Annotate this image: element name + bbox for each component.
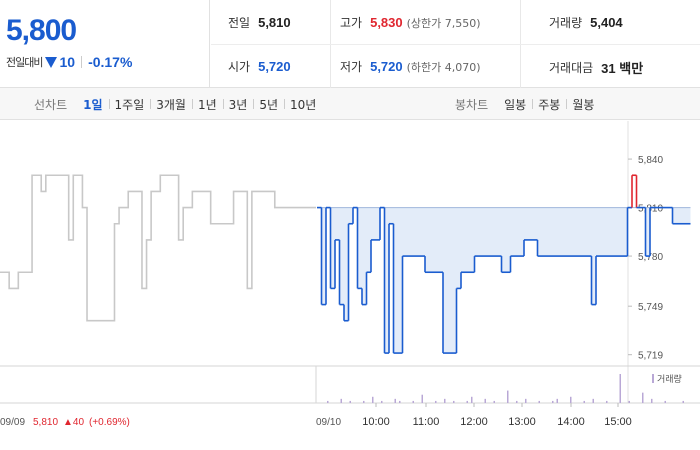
volume-bar — [538, 400, 540, 403]
volume-bar — [606, 400, 608, 403]
candle-chart-title: 봉차트 — [455, 97, 489, 112]
prev-change-pct-label: (+0.69%) — [89, 417, 130, 428]
volume-bar — [399, 400, 401, 403]
chart-tab-bar: 선차트 1일 1주일 3개월 1년 3년 5년 10년 봉차트 일봉 주봉 월봉 — [0, 88, 700, 120]
current-price: 5,800 — [6, 14, 77, 47]
volume-bar — [453, 400, 455, 403]
divider — [81, 56, 83, 68]
x-tick-label: 10:00 — [362, 416, 390, 428]
prev-change-label: ▲40 — [63, 417, 84, 428]
change-value: 10 — [59, 54, 76, 70]
x-tick-label: 13:00 — [508, 416, 536, 428]
volume-bar — [421, 394, 423, 403]
volume-bar — [664, 400, 666, 403]
prev-date-label: 09/09 — [0, 417, 25, 428]
tab-1d[interactable]: 1일 — [83, 97, 103, 112]
candle-chart-tabs: 봉차트 일봉 주봉 월봉 — [455, 88, 600, 120]
down-triangle-icon — [45, 56, 58, 68]
quote-trade-amount: 거래대금 31 백만 — [549, 58, 643, 77]
y-tick-label: 5,719 — [638, 351, 663, 362]
volume-bar — [556, 398, 558, 403]
volume-bar — [651, 398, 653, 403]
prev-close-label: 5,810 — [33, 417, 58, 428]
quote-label: 거래대금 — [549, 61, 594, 75]
y-tick-label: 5,749 — [638, 302, 663, 313]
volume-bar — [363, 400, 365, 403]
tab-3m[interactable]: 3개월 — [150, 96, 192, 113]
quote-low: 저가 5,720 (하한가 4,070) — [340, 58, 481, 75]
volume-bar — [381, 400, 383, 403]
quote-open: 시가 5,720 — [228, 58, 291, 75]
quote-volume: 거래량 5,404 — [549, 14, 623, 31]
change-row: 전일대비 10 -0.17% — [6, 54, 132, 70]
tab-1y[interactable]: 1년 — [191, 96, 223, 113]
volume-legend-swatch — [652, 374, 654, 383]
quote-value: 5,720 — [258, 59, 291, 74]
tab-weekly[interactable]: 주봉 — [532, 96, 566, 113]
y-tick-label: 5,840 — [638, 155, 663, 166]
volume-bar — [484, 398, 486, 403]
x-tick-label: 12:00 — [460, 416, 488, 428]
volume-bar — [493, 400, 495, 403]
volume-bar — [471, 396, 473, 403]
y-tick-label: 5,780 — [638, 252, 663, 263]
quote-value: 5,830 — [370, 15, 403, 30]
volume-bar — [394, 398, 396, 403]
line-chart-title: 선차트 — [34, 97, 68, 112]
tab-5y[interactable]: 5년 — [253, 96, 284, 113]
volume-bar — [619, 374, 621, 403]
volume-bar — [412, 400, 414, 403]
tab-1w[interactable]: 1주일 — [108, 96, 151, 113]
tab-10y[interactable]: 10년 — [284, 96, 322, 113]
volume-bar — [327, 400, 329, 403]
volume-bar — [592, 398, 594, 403]
quote-value: 31 백만 — [601, 61, 644, 76]
quote-value: 5,404 — [590, 15, 623, 30]
volume-bar — [507, 390, 509, 403]
quote-label: 전일 — [228, 16, 251, 30]
tab-daily[interactable]: 일봉 — [504, 97, 527, 112]
volume-bar — [516, 400, 518, 403]
x-tick-label: 15:00 — [604, 416, 632, 428]
prev-day-line — [0, 174, 316, 322]
upper-limit: (상한가 7,550) — [406, 16, 481, 30]
quote-prev-close: 전일 5,810 — [228, 14, 291, 31]
quote-high: 고가 5,830 (상한가 7,550) — [340, 14, 481, 31]
volume-bar — [372, 396, 374, 403]
tab-3y[interactable]: 3년 — [222, 96, 254, 113]
quote-label: 고가 — [340, 16, 363, 30]
divider — [211, 44, 700, 45]
volume-bar — [642, 392, 644, 403]
volume-bar — [525, 398, 527, 403]
today-fill-area — [317, 207, 691, 354]
volume-bar — [583, 400, 585, 403]
quote-panel: 5,800 전일대비 10 -0.17% 전일 5,810 고가 5,830 (… — [0, 0, 700, 88]
quote-label: 저가 — [340, 60, 363, 74]
quote-label: 거래량 — [549, 16, 583, 30]
change-percent: -0.17% — [88, 54, 133, 70]
quote-value: 5,810 — [258, 15, 291, 30]
quote-value: 5,720 — [370, 59, 403, 74]
quote-label: 시가 — [228, 60, 251, 74]
change-label: 전일대비 — [6, 56, 43, 69]
today-date-label: 09/10 — [316, 417, 341, 428]
x-tick-label: 14:00 — [557, 416, 585, 428]
lower-limit: (하한가 4,070) — [406, 60, 481, 74]
volume-bar — [349, 400, 351, 403]
volume-bar — [444, 398, 446, 403]
volume-legend-label: 거래량 — [657, 373, 682, 385]
volume-bar — [552, 400, 554, 403]
volume-bar — [340, 398, 342, 403]
volume-bar — [435, 400, 437, 403]
line-chart-tabs: 선차트 1일 1주일 3개월 1년 3년 5년 10년 — [34, 88, 322, 120]
x-tick-label: 11:00 — [413, 416, 440, 428]
price-box: 5,800 전일대비 10 -0.17% — [0, 0, 210, 88]
volume-bar — [682, 400, 684, 403]
volume-bar — [628, 400, 630, 403]
tab-monthly[interactable]: 월봉 — [566, 96, 600, 113]
volume-bar — [570, 396, 572, 403]
volume-bar — [466, 400, 468, 403]
